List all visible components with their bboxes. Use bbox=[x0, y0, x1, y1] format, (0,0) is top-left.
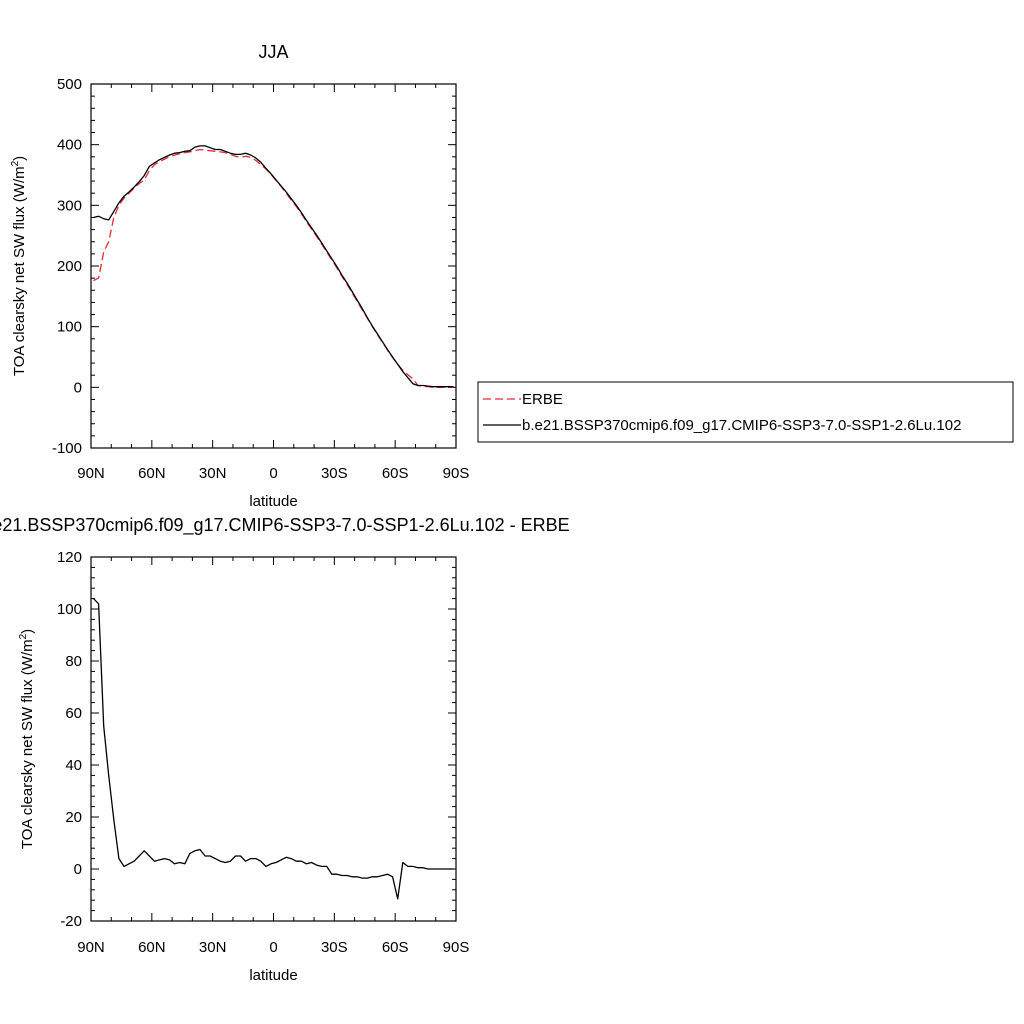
x-tick-label: 90N bbox=[77, 465, 105, 482]
legend-box bbox=[477, 381, 1014, 443]
x-tick-label: 60N bbox=[138, 939, 166, 956]
y-tick-label: 200 bbox=[57, 258, 82, 275]
chart-title: b.e21.BSSP370cmip6.f09_g17.CMIP6-SSP3-7.… bbox=[0, 515, 570, 536]
x-tick-label: 30S bbox=[321, 939, 348, 956]
y-axis-label: TOA clearsky net SW flux (W/m2) bbox=[10, 156, 28, 376]
y-tick-label: 300 bbox=[57, 197, 82, 214]
y-axis-label-end: ) bbox=[19, 629, 36, 634]
y-tick-label: 60 bbox=[65, 705, 82, 722]
x-tick-label: 60S bbox=[382, 465, 409, 482]
y-tick-label: 100 bbox=[57, 601, 82, 618]
legend-label: ERBE bbox=[522, 391, 563, 408]
legend: ERBE b.e21.BSSP370cmip6.f09_g17.CMIP6-SSP… bbox=[477, 381, 1014, 443]
x-tick-label: 90S bbox=[443, 465, 470, 482]
tick-marks bbox=[90, 556, 457, 922]
x-tick-label: 30N bbox=[199, 465, 227, 482]
series-line-difference bbox=[93, 598, 454, 900]
y-tick-label: 120 bbox=[57, 549, 82, 566]
y-tick-label: 40 bbox=[65, 757, 82, 774]
x-tick-label: 30N bbox=[199, 939, 227, 956]
y-tick-label: 0 bbox=[74, 861, 82, 878]
x-tick-label: 90N bbox=[77, 939, 105, 956]
x-tick-label: 90S bbox=[443, 939, 470, 956]
y-tick-label: 500 bbox=[57, 76, 82, 93]
tick-marks bbox=[90, 83, 457, 449]
y-tick-label: -100 bbox=[52, 440, 82, 457]
plot-frame bbox=[90, 83, 457, 449]
y-tick-label: -20 bbox=[60, 913, 82, 930]
x-tick-label: 0 bbox=[269, 939, 277, 956]
y-tick-label: 20 bbox=[65, 809, 82, 826]
top-panel: JJA 90N 60N 30N 0 30S 60S 90S -100 0 100 200 300 400 5… bbox=[10, 42, 469, 510]
x-tick-label: 0 bbox=[269, 465, 277, 482]
x-axis-label: latitude bbox=[249, 493, 297, 510]
y-tick-label: 400 bbox=[57, 137, 82, 154]
y-axis-label-superscript: 2 bbox=[10, 160, 21, 166]
legend-label: b.e21.BSSP370cmip6.f09_g17.CMIP6-SSP3-7.… bbox=[522, 417, 961, 434]
series-line-erbe bbox=[93, 148, 454, 388]
y-tick-label: 100 bbox=[57, 319, 82, 336]
y-axis-label: TOA clearsky net SW flux (W/m2) bbox=[18, 629, 36, 849]
y-axis-label-main: TOA clearsky net SW flux (W/m bbox=[11, 166, 28, 376]
y-axis-label-superscript: 2 bbox=[18, 633, 29, 639]
y-tick-label: 0 bbox=[74, 379, 82, 396]
y-axis-label-end: ) bbox=[11, 156, 28, 161]
x-tick-label: 60N bbox=[138, 465, 166, 482]
y-axis-label-main: TOA clearsky net SW flux (W/m bbox=[19, 639, 36, 849]
y-tick-label: 80 bbox=[65, 653, 82, 670]
x-tick-label: 60S bbox=[382, 939, 409, 956]
x-tick-label: 30S bbox=[321, 465, 348, 482]
series-line-model bbox=[93, 145, 454, 388]
chart-title: JJA bbox=[258, 42, 288, 62]
bottom-panel: b.e21.BSSP370cmip6.f09_g17.CMIP6-SSP3-7.… bbox=[0, 515, 570, 984]
plot-frame bbox=[90, 556, 457, 922]
x-axis-label: latitude bbox=[249, 967, 297, 984]
